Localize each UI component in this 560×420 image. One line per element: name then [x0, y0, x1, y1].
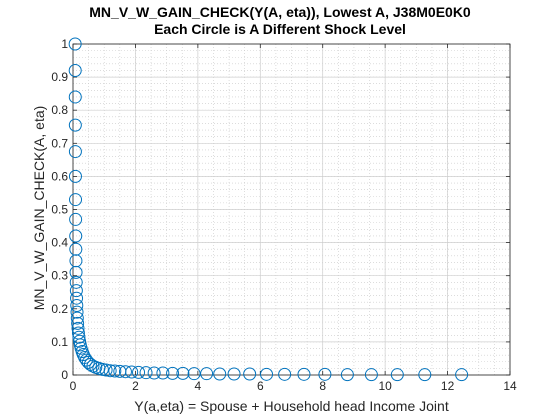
- y-tick-label: 0: [61, 368, 68, 382]
- x-tick-label: 6: [257, 379, 264, 393]
- y-tick-label: 0.4: [51, 236, 68, 250]
- x-tick-label: 4: [195, 379, 202, 393]
- x-tick-label: 12: [441, 379, 455, 393]
- x-tick-label: 14: [503, 379, 517, 393]
- x-tick-label: 8: [319, 379, 326, 393]
- y-tick-label: 0.3: [51, 269, 68, 283]
- y-axis-label: MN_V_W_GAIN_CHECK(A, eta): [31, 106, 47, 311]
- y-tick-label: 1: [61, 37, 68, 51]
- x-tick-label: 2: [132, 379, 139, 393]
- y-tick-label: 0.9: [51, 70, 68, 84]
- y-tick-label: 0.5: [51, 203, 68, 217]
- x-tick-label: 10: [378, 379, 392, 393]
- x-tick-label: 0: [70, 379, 77, 393]
- y-tick-label: 0.7: [51, 136, 68, 150]
- y-tick-label: 0.1: [51, 335, 68, 349]
- y-tick-label: 0.8: [51, 103, 68, 117]
- y-tick-label: 0.6: [51, 169, 68, 183]
- y-tick-label: 0.2: [51, 302, 68, 316]
- x-axis-label: Y(a,eta) = Spouse + Household head Incom…: [73, 398, 510, 414]
